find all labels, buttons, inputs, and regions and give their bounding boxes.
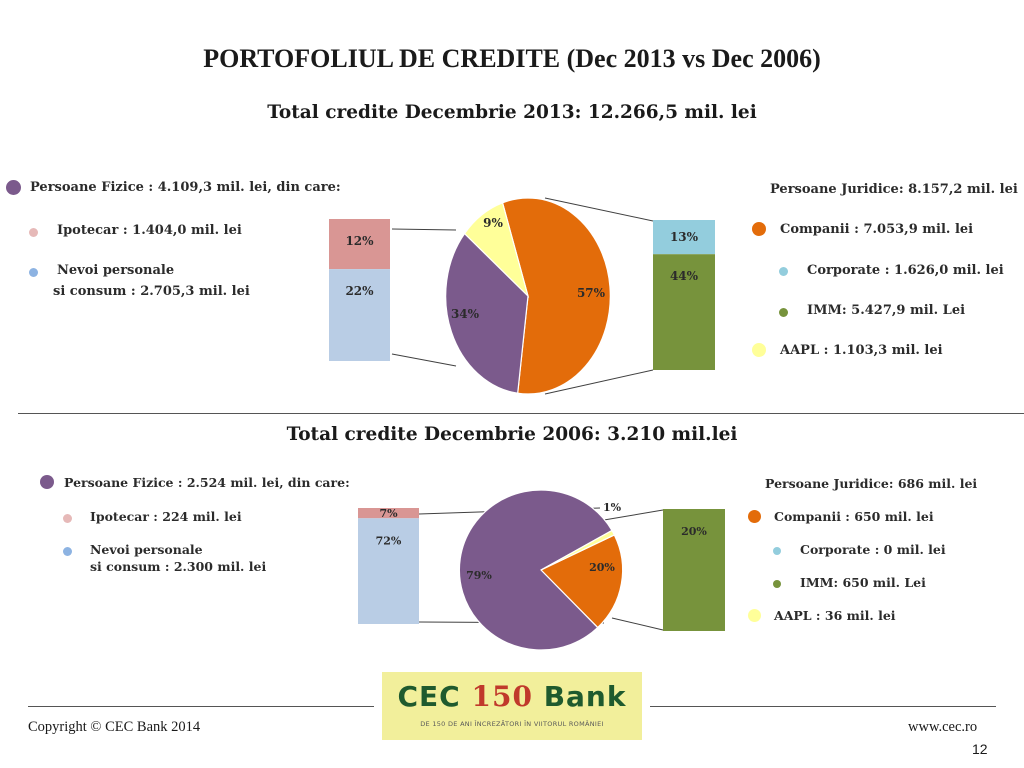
pie-label-persoane-fizice-2013: 34%: [451, 307, 480, 321]
connector-line-2013-3: [544, 369, 654, 395]
chart-2013-pie: 57% 34% 9%: [445, 197, 611, 395]
legend-companii-2006: Companii : 650 mil. lei: [774, 509, 934, 524]
connector-line-2013-1: [391, 353, 457, 367]
legend-dot-imm-2013: [779, 308, 788, 317]
legend-dot-companii-2006: [748, 510, 761, 523]
connector-line-2006-3: [611, 617, 664, 631]
legend-imm-2013: IMM: 5.427,9 mil. Lei: [807, 303, 966, 318]
chart-2013-title: Total credite Decembrie 2013: 12.266,5 m…: [267, 102, 757, 123]
legend-dot-aapl-2006: [748, 609, 761, 622]
legend-nevoi-2013-line1: Nevoi personale: [57, 263, 175, 278]
legend-dot-aapl-2013: [752, 343, 766, 357]
pie-slice-aapl-2013: [463, 201, 530, 298]
chart-2013-right-bar: 13% 44%: [653, 220, 715, 370]
legend-dot-persoane-fizice-2006: [40, 475, 54, 489]
chart-2013-connector-lines: [391, 197, 654, 395]
right-bar-segment-imm-2006: [663, 509, 725, 631]
pie-slice-aapl-2006: [540, 529, 616, 571]
pie-slice-persoane-fizice-2006: [458, 489, 613, 651]
legend-corporate-2006: Corporate : 0 mil. lei: [800, 542, 946, 557]
legend-dot-corporate-2013: [779, 267, 788, 276]
pie-slice-companii-2006: [539, 534, 624, 629]
left-bar-label-nevoi-personale-si-consum-2006: 72%: [376, 534, 402, 547]
logo-tagline: DE 150 DE ANI ÎNCREZĂTORI ÎN VIITORUL RO…: [420, 720, 604, 728]
pie-label-companii-2013: 57%: [577, 286, 606, 300]
legend-dot-ipotecar-2013: [29, 228, 38, 237]
legend-dot-imm-2006: [773, 580, 781, 588]
legend-dot-nevoi-2006: [63, 547, 72, 556]
page-number: 12: [972, 741, 988, 757]
logo-cec: CEC: [397, 680, 461, 713]
legend-dot-ipotecar-2006: [63, 514, 72, 523]
left-bar-label-nevoi-personale-si-consum-2013: 22%: [345, 284, 374, 298]
legend-header-persoane-juridice-2006: Persoane Juridice: 686 mil. lei: [765, 476, 978, 491]
legend-nevoi-2006-line1: Nevoi personale: [90, 542, 203, 557]
connector-line-2013-0: [391, 228, 457, 231]
right-bar-label-corporate-2013: 13%: [670, 230, 699, 244]
pie-label-persoane-fizice-2006: 79%: [466, 569, 492, 582]
right-bar-label-imm-2013: 44%: [670, 269, 699, 283]
legend-dot-nevoi-2013: [29, 268, 38, 277]
legend-dot-companii-2013: [752, 222, 766, 236]
chart-2006-left-bar: 7% 72%: [358, 507, 419, 624]
left-bar-segment-ipotecar-2013: [329, 219, 390, 270]
pie-slice-persoane-fizice-2013: [445, 232, 529, 394]
pie-label-companii-2006: 20%: [589, 561, 615, 574]
connector-line-2013-2: [544, 197, 654, 222]
legend-dot-corporate-2006: [773, 547, 781, 555]
left-bar-label-ipotecar-2006: 7%: [379, 507, 398, 520]
legend-dot-persoane-fizice-2013: [6, 180, 21, 195]
legend-header-persoane-fizice-2013: Persoane Fizice : 4.109,3 mil. lei, din …: [30, 180, 341, 195]
chart-2013-left-bar: 12% 22%: [329, 219, 390, 361]
pie-slice-companii-2013: [501, 197, 611, 395]
right-bar-segment-imm-2013: [653, 254, 715, 370]
cec-bank-logo: CEC 150 Bank DE 150 DE ANI ÎNCREZĂTORI Î…: [382, 672, 642, 740]
legend-imm-2006: IMM: 650 mil. Lei: [800, 575, 926, 590]
section-divider: [18, 413, 1024, 414]
pie-label-aapl-2006: 1%: [603, 501, 622, 514]
chart-2006-pie: 20% 79% 1%: [458, 489, 624, 651]
left-bar-segment-nevoi-personale-si-consum-2013: [329, 269, 390, 361]
footer-rule-left: [28, 706, 374, 707]
logo-wordmark: CEC 150 Bank: [382, 680, 642, 713]
copyright-text: Copyright © CEC Bank 2014: [28, 719, 201, 735]
chart-2006-right-bar: 20%: [663, 509, 725, 631]
legend-nevoi-2013-line2: si consum : 2.705,3 mil. lei: [53, 284, 250, 299]
connector-line-2006-2: [603, 509, 664, 521]
left-bar-segment-nevoi-personale-si-consum-2006: [358, 518, 419, 624]
legend-companii-2013: Companii : 7.053,9 mil. lei: [780, 222, 974, 237]
legend-ipotecar-2013: Ipotecar : 1.404,0 mil. lei: [57, 223, 242, 238]
legend-header-persoane-juridice-2013: Persoane Juridice: 8.157,2 mil. lei: [770, 182, 1018, 197]
legend-aapl-2013: AAPL : 1.103,3 mil. lei: [780, 343, 943, 358]
legend-header-persoane-fizice-2006: Persoane Fizice : 2.524 mil. lei, din ca…: [64, 475, 350, 490]
right-bar-label-imm-2006: 20%: [681, 525, 707, 538]
pie-label-aapl-2013: 9%: [483, 216, 503, 230]
left-bar-segment-ipotecar-2006: [358, 508, 419, 519]
right-bar-segment-corporate-2013: [653, 220, 715, 255]
logo-150: 150: [471, 680, 533, 713]
legend-ipotecar-2006: Ipotecar : 224 mil. lei: [90, 509, 242, 524]
website-link[interactable]: www.cec.ro: [908, 719, 978, 735]
footer-rule-right: [650, 706, 996, 707]
chart-2006-title: Total credite Decembrie 2006: 3.210 mil.…: [286, 424, 738, 445]
legend-aapl-2006: AAPL : 36 mil. lei: [774, 608, 896, 623]
page-title: PORTOFOLIUL DE CREDITE (Dec 2013 vs Dec …: [203, 44, 821, 73]
left-bar-label-ipotecar-2013: 12%: [345, 234, 374, 248]
legend-nevoi-2006-line2: si consum : 2.300 mil. lei: [90, 559, 267, 574]
logo-bank: Bank: [543, 680, 627, 713]
legend-corporate-2013: Corporate : 1.626,0 mil. lei: [807, 263, 1004, 278]
